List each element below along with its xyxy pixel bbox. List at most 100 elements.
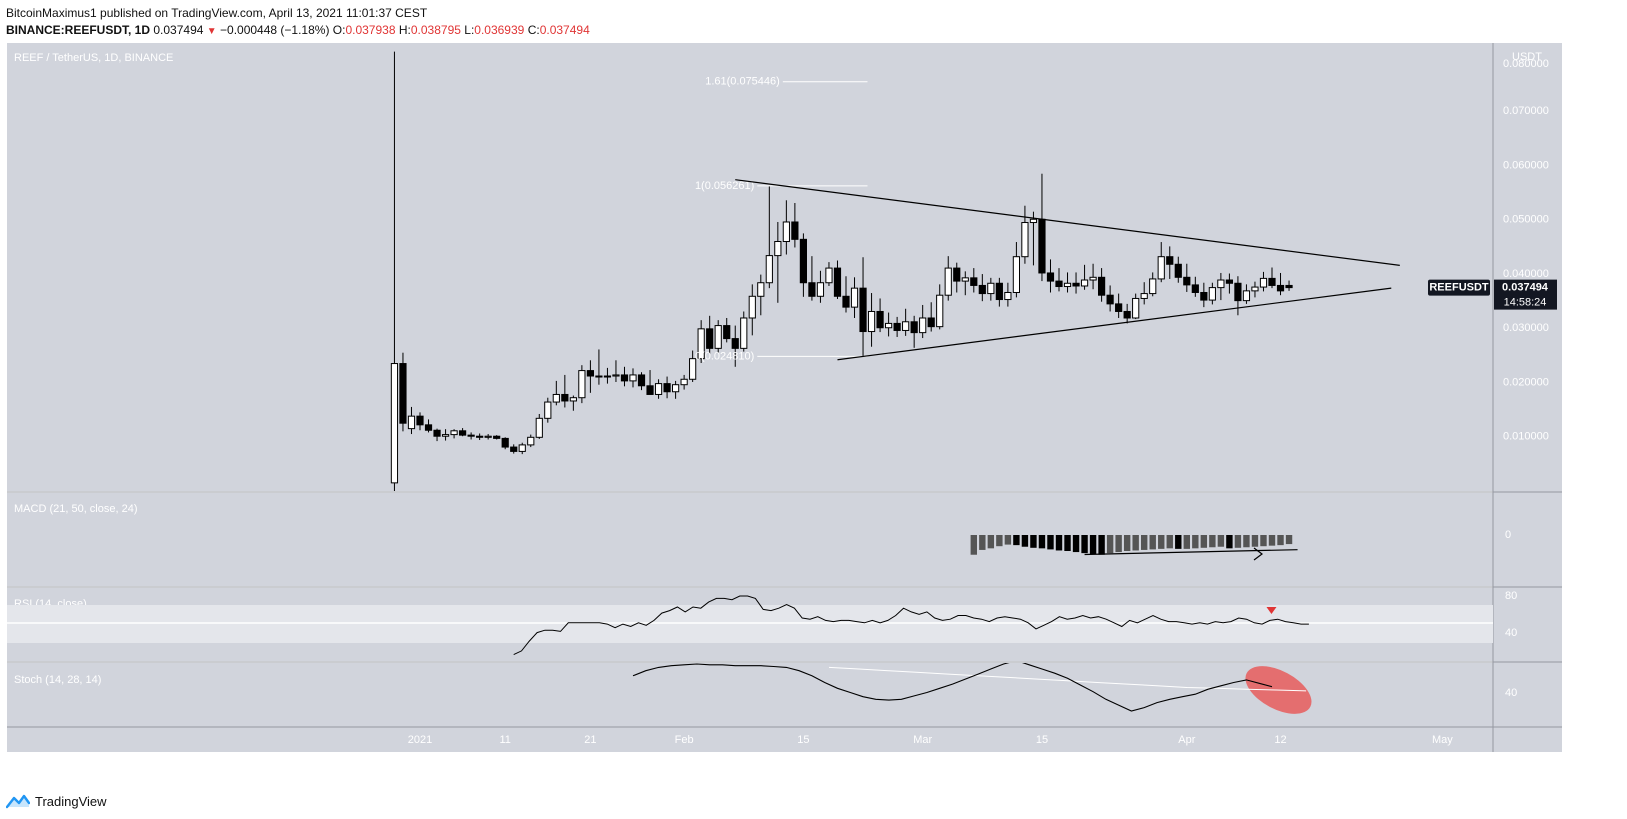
y-tick-label: 0.030000	[1503, 322, 1549, 334]
macd-histogram-bar	[1047, 535, 1054, 550]
candle-body	[620, 374, 629, 382]
candle-body	[1140, 293, 1148, 299]
candle-down	[1115, 293, 1123, 318]
high-value: 0.038795	[410, 23, 461, 37]
publisher-name[interactable]: BitcoinMaximus1	[6, 6, 97, 20]
rsi-down-marker-icon	[1266, 607, 1277, 614]
macd-histogram-bar	[1123, 535, 1131, 551]
candle-body	[1251, 286, 1259, 292]
candle-body	[1183, 276, 1191, 286]
candle-down	[1183, 263, 1191, 292]
macd-group	[970, 535, 1298, 561]
candle-down	[731, 325, 739, 367]
candle-up	[1089, 263, 1097, 290]
candle-body	[569, 397, 577, 402]
candle-up	[1012, 242, 1020, 298]
macd-histogram-bar	[1175, 535, 1182, 549]
candle-down	[1055, 268, 1063, 292]
candle-body	[544, 401, 552, 419]
candle-down	[995, 277, 1003, 307]
candle-body	[416, 415, 424, 426]
tradingview-logo-icon	[6, 794, 30, 809]
candle-up	[1208, 282, 1216, 305]
candle-body	[859, 287, 867, 333]
candle-down	[433, 428, 441, 442]
candle-body	[1268, 277, 1276, 286]
candle-up	[1063, 272, 1072, 293]
candle-down	[859, 257, 867, 357]
candle-body	[603, 375, 612, 378]
candle-body	[697, 328, 705, 360]
candle-up	[680, 374, 688, 390]
macd-trendline	[1084, 549, 1298, 556]
candle-down	[1166, 246, 1174, 279]
candle-body	[1046, 272, 1055, 282]
candle-up	[1029, 211, 1038, 266]
candle-up	[697, 320, 705, 363]
candle-down	[953, 262, 961, 293]
macd-histogram-bar	[1081, 535, 1088, 554]
candle-up	[612, 360, 620, 382]
candle-down	[842, 276, 850, 313]
candle-down	[1285, 280, 1293, 291]
candle-up	[740, 311, 748, 352]
candle-up	[885, 312, 893, 337]
candle-body	[1106, 294, 1114, 305]
candle-down	[1200, 282, 1208, 308]
candle-body	[723, 325, 731, 340]
macd-histogram-bar	[1166, 535, 1173, 549]
chart-title: REEF / TetherUS, 1D, BINANCE	[14, 52, 173, 64]
candle-up	[441, 429, 450, 441]
candle-up	[654, 379, 663, 399]
candle-body	[936, 294, 944, 328]
candle-up	[1132, 293, 1140, 320]
y-tick-label: 0.040000	[1503, 268, 1549, 280]
candle-body	[885, 322, 893, 329]
fib-level-label: 1(0.056261)	[695, 180, 754, 192]
candle-body	[450, 430, 458, 436]
candle-body	[987, 282, 995, 295]
candle-body	[552, 393, 560, 403]
stoch-k-line	[632, 663, 1273, 712]
candle-down	[706, 315, 714, 354]
candle-down	[1225, 273, 1234, 294]
candle-up	[1021, 205, 1029, 264]
symbol-tag: REEFUSDT	[1429, 282, 1489, 294]
rsi-40-label: 40	[1505, 627, 1517, 639]
tradingview-brand[interactable]: TradingView	[6, 793, 107, 809]
candle-up	[919, 304, 927, 339]
candle-body	[842, 295, 850, 308]
currency-label: USDT	[1512, 51, 1542, 63]
candle-up	[1140, 282, 1148, 305]
low-label: L:	[464, 23, 475, 37]
rsi-band	[7, 605, 1493, 643]
candle-body	[833, 267, 842, 297]
candle-body	[390, 363, 399, 484]
candle-body	[1098, 276, 1106, 296]
candle-body	[441, 434, 450, 437]
candle-body	[493, 435, 501, 439]
x-tick-label: 11	[499, 734, 510, 746]
candle-down	[646, 370, 654, 395]
candle-body	[893, 322, 901, 331]
macd-histogram-bar	[1055, 535, 1063, 551]
macd-histogram-bar	[1064, 535, 1071, 551]
candle-body	[825, 267, 833, 284]
x-tick-label: 15	[1036, 734, 1048, 746]
candle-body	[706, 328, 714, 349]
candle-up	[450, 429, 458, 439]
candle-body	[467, 434, 475, 437]
candle-down	[791, 203, 799, 248]
candle-body	[654, 383, 663, 395]
candle-body	[476, 435, 484, 438]
macd-histogram-bar	[1200, 535, 1208, 548]
candle-body	[484, 435, 492, 438]
x-tick-label: Apr	[1178, 734, 1195, 746]
candle-body	[748, 295, 756, 319]
candle-body	[535, 417, 543, 438]
candle-up	[672, 380, 680, 399]
candle-up	[987, 277, 995, 301]
x-tick-label: 2021	[408, 734, 432, 746]
candle-body	[1200, 291, 1208, 301]
